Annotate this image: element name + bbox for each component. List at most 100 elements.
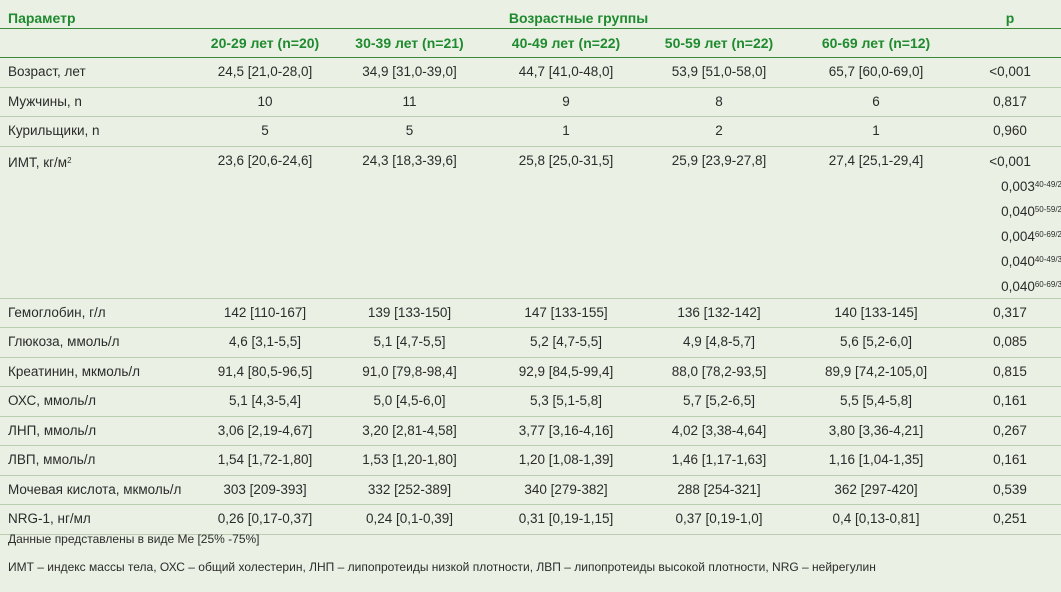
- row-label-text: Креатинин, мкмоль/л: [8, 363, 140, 379]
- value-cell: 5,0 [4,5-6,0]: [332, 386, 487, 417]
- value-cell: 4,6 [3,1-5,5]: [198, 327, 332, 358]
- table-row: Креатинин, мкмоль/л 91,4 [80,5-96,5] 91,0 …: [0, 357, 1061, 387]
- p-value-cell: 0,815: [959, 357, 1061, 387]
- p-value-cell: 0,251: [959, 504, 1061, 535]
- p-value-cell: 0,085: [959, 327, 1061, 358]
- param-header: Параметр: [0, 8, 198, 29]
- table-row: Мужчины, n 10 11 9 8 6 0,817: [0, 87, 1061, 117]
- p-header: p: [959, 8, 1061, 29]
- value-cell: 5,7 [5,2-6,5]: [645, 386, 793, 417]
- value-cell: 0,31 [0,19-1,15]: [487, 504, 645, 535]
- header-row-2: 20-29 лет (n=20) 30-39 лет (n=21) 40-49 …: [0, 28, 1061, 58]
- value-cell: 24,5 [21,0-28,0]: [198, 57, 332, 88]
- group-header: 20-29 лет (n=20): [198, 28, 332, 58]
- groups-header: Возрастные группы: [198, 8, 960, 29]
- value-cell: 89,9 [74,2-105,0]: [793, 357, 960, 387]
- value-cell: 1,53 [1,20-1,80]: [332, 445, 487, 476]
- unit-superscript: 2: [67, 155, 72, 165]
- p-value: <0,001: [989, 153, 1031, 169]
- value-cell: 332 [252-389]: [332, 475, 487, 505]
- empty-header-cell: [959, 28, 1061, 58]
- value-cell: 0,37 [0,19-1,0]: [645, 504, 793, 535]
- value-cell: 1: [487, 116, 645, 147]
- value-cell: 5,1 [4,7-5,5]: [332, 327, 487, 358]
- value-cell: 91,0 [79,8-98,4]: [332, 357, 487, 387]
- value-cell: 5: [332, 116, 487, 147]
- value-cell: 5: [198, 116, 332, 147]
- table-row: Гемоглобин, г/л 142 [110-167] 139 [133-150…: [0, 298, 1061, 328]
- pairwise-p-number: 0,040: [1001, 278, 1035, 294]
- pairwise-comparison-superscript: 60-69/20-29: [1034, 229, 1061, 239]
- row-label-text: ЛНП, ммоль/л: [8, 422, 97, 438]
- pairwise-p-number: 0,040: [1001, 253, 1035, 269]
- group-header: 50-59 лет (n=22): [645, 28, 793, 58]
- value-cell: 140 [133-145]: [793, 298, 960, 328]
- value-cell: 0,4 [0,13-0,81]: [793, 504, 960, 535]
- value-cell: 3,80 [3,36-4,21]: [793, 416, 960, 446]
- p-value-cell: 0,161: [959, 445, 1061, 476]
- p-value-list: <0,0010,00340-49/20-290,04050-59/20-290,…: [959, 147, 1061, 298]
- value-cell: 88,0 [78,2-93,5]: [645, 357, 793, 387]
- pairwise-comparison-superscript: 50-59/20-29: [1034, 204, 1061, 214]
- value-cell: 1: [793, 116, 960, 147]
- row-label: Глюкоза, ммоль/л: [0, 327, 198, 358]
- value-cell: 136 [132-142]: [645, 298, 793, 328]
- value-cell: 92,9 [84,5-99,4]: [487, 357, 645, 387]
- group-header: 30-39 лет (n=21): [332, 28, 487, 58]
- value-cell: 11: [332, 87, 487, 117]
- table-row: ЛВП, ммоль/л 1,54 [1,72-1,80] 1,53 [1,20-1…: [0, 445, 1061, 476]
- table-row: Курильщики, n 5 5 1 2 1 0,960: [0, 116, 1061, 147]
- value-cell: 3,20 [2,81-4,58]: [332, 416, 487, 446]
- row-label-text: Глюкоза, ммоль/л: [8, 334, 120, 349]
- header-row-1: Параметр Возрастные группы p: [0, 8, 1061, 29]
- table-row: ЛНП, ммоль/л 3,06 [2,19-4,67] 3,20 [2,81-4…: [0, 416, 1061, 446]
- table-row: Возраст, лет 24,5 [21,0-28,0] 34,9 [31,0-3…: [0, 57, 1061, 88]
- pairwise-p-value: 0,00340-49/20-29: [959, 173, 1061, 198]
- value-cell: 3,77 [3,16-4,16]: [487, 416, 645, 446]
- pairwise-comparison-superscript: 40-49/30-39: [1034, 254, 1061, 264]
- row-label-text: ИМТ, кг/м: [8, 154, 68, 170]
- value-cell: 9: [487, 87, 645, 117]
- pairwise-p-number: 0,040: [1001, 203, 1035, 219]
- value-cell: 1,20 [1,08-1,39]: [487, 445, 645, 476]
- row-label: Гемоглобин, г/л: [0, 298, 198, 328]
- pairwise-comparison-superscript: 60-69/30-39: [1034, 279, 1061, 289]
- pairwise-p-value: 0,00460-69/20-29: [959, 223, 1061, 248]
- footnote-abbreviations: ИМТ – индекс массы тела, ОХС – общий хол…: [8, 560, 876, 574]
- table-row: ОХС, ммоль/л 5,1 [4,3-5,4] 5,0 [4,5-6,0] 5,…: [0, 386, 1061, 417]
- value-cell: 5,1 [4,3-5,4]: [198, 386, 332, 417]
- value-cell: 25,8 [25,0-31,5]: [487, 146, 645, 299]
- value-cell: 4,9 [4,8-5,7]: [645, 327, 793, 358]
- row-label: NRG-1, нг/мл: [0, 504, 198, 535]
- empty-header-cell: [0, 28, 198, 58]
- p-value-cell: 0,267: [959, 416, 1061, 446]
- value-cell: 1,46 [1,17-1,63]: [645, 445, 793, 476]
- value-cell: 91,4 [80,5-96,5]: [198, 357, 332, 387]
- row-label-text: ОХС, ммоль/л: [8, 393, 97, 408]
- value-cell: 5,3 [5,1-5,8]: [487, 386, 645, 417]
- p-value-cell: 0,960: [959, 116, 1061, 147]
- value-cell: 6: [793, 87, 960, 117]
- value-cell: 362 [297-420]: [793, 475, 960, 505]
- value-cell: 23,6 [20,6-24,6]: [198, 146, 332, 299]
- value-cell: 24,3 [18,3-39,6]: [332, 146, 487, 299]
- value-cell: 147 [133-155]: [487, 298, 645, 328]
- row-label: Креатинин, мкмоль/л: [0, 357, 198, 387]
- value-cell: 5,5 [5,4-5,8]: [793, 386, 960, 417]
- value-cell: 142 [110-167]: [198, 298, 332, 328]
- value-cell: 3,06 [2,19-4,67]: [198, 416, 332, 446]
- value-cell: 1,16 [1,04-1,35]: [793, 445, 960, 476]
- group-header: 60-69 лет (n=12): [793, 28, 960, 58]
- row-label: Мужчины, n: [0, 87, 198, 117]
- table-row: ИМТ, кг/м2 23,6 [20,6-24,6] 24,3 [18,3-39,…: [0, 146, 1061, 299]
- value-cell: 340 [279-382]: [487, 475, 645, 505]
- row-label-text: Возраст, лет: [8, 64, 86, 79]
- value-cell: 10: [198, 87, 332, 117]
- p-value-cell: <0,001: [959, 57, 1061, 88]
- p-value-cell: <0,0010,00340-49/20-290,04050-59/20-290,…: [959, 146, 1061, 299]
- group-header: 40-49 лет (n=22): [487, 28, 645, 58]
- pairwise-p-value: 0,04040-49/30-39: [959, 248, 1061, 273]
- data-table: Параметр Возрастные группы p 20-29 лет (…: [0, 8, 1061, 535]
- footnote-data-format: Данные представлены в виде Me [25% -75%]: [8, 532, 260, 546]
